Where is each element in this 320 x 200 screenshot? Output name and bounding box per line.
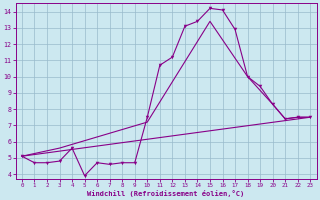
X-axis label: Windchill (Refroidissement éolien,°C): Windchill (Refroidissement éolien,°C)	[87, 190, 245, 197]
